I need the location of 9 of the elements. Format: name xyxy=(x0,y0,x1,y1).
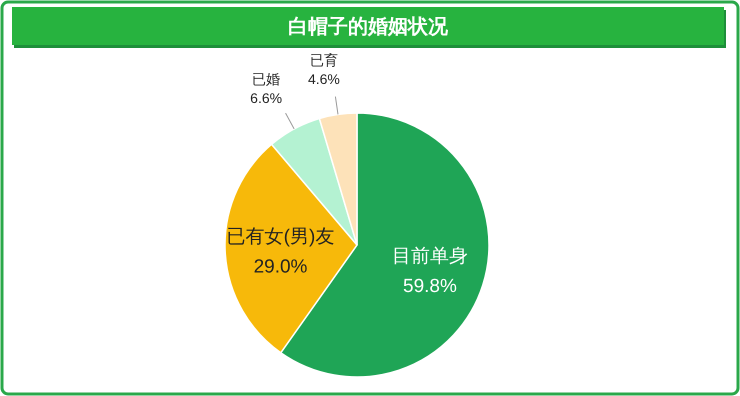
data-label: 4.6% xyxy=(308,70,340,87)
data-label: 59.8% xyxy=(403,276,457,298)
data-label: 6.6% xyxy=(250,90,282,106)
slice-label: 目前单身 xyxy=(392,246,468,268)
data-label: 29.0% xyxy=(254,256,308,278)
chart-title: 白帽子的婚姻状况 xyxy=(288,16,449,38)
slice-label: 已育 xyxy=(310,52,338,68)
slice-label: 已婚 xyxy=(252,71,280,87)
slice-label: 已有女(男)友 xyxy=(226,226,334,248)
